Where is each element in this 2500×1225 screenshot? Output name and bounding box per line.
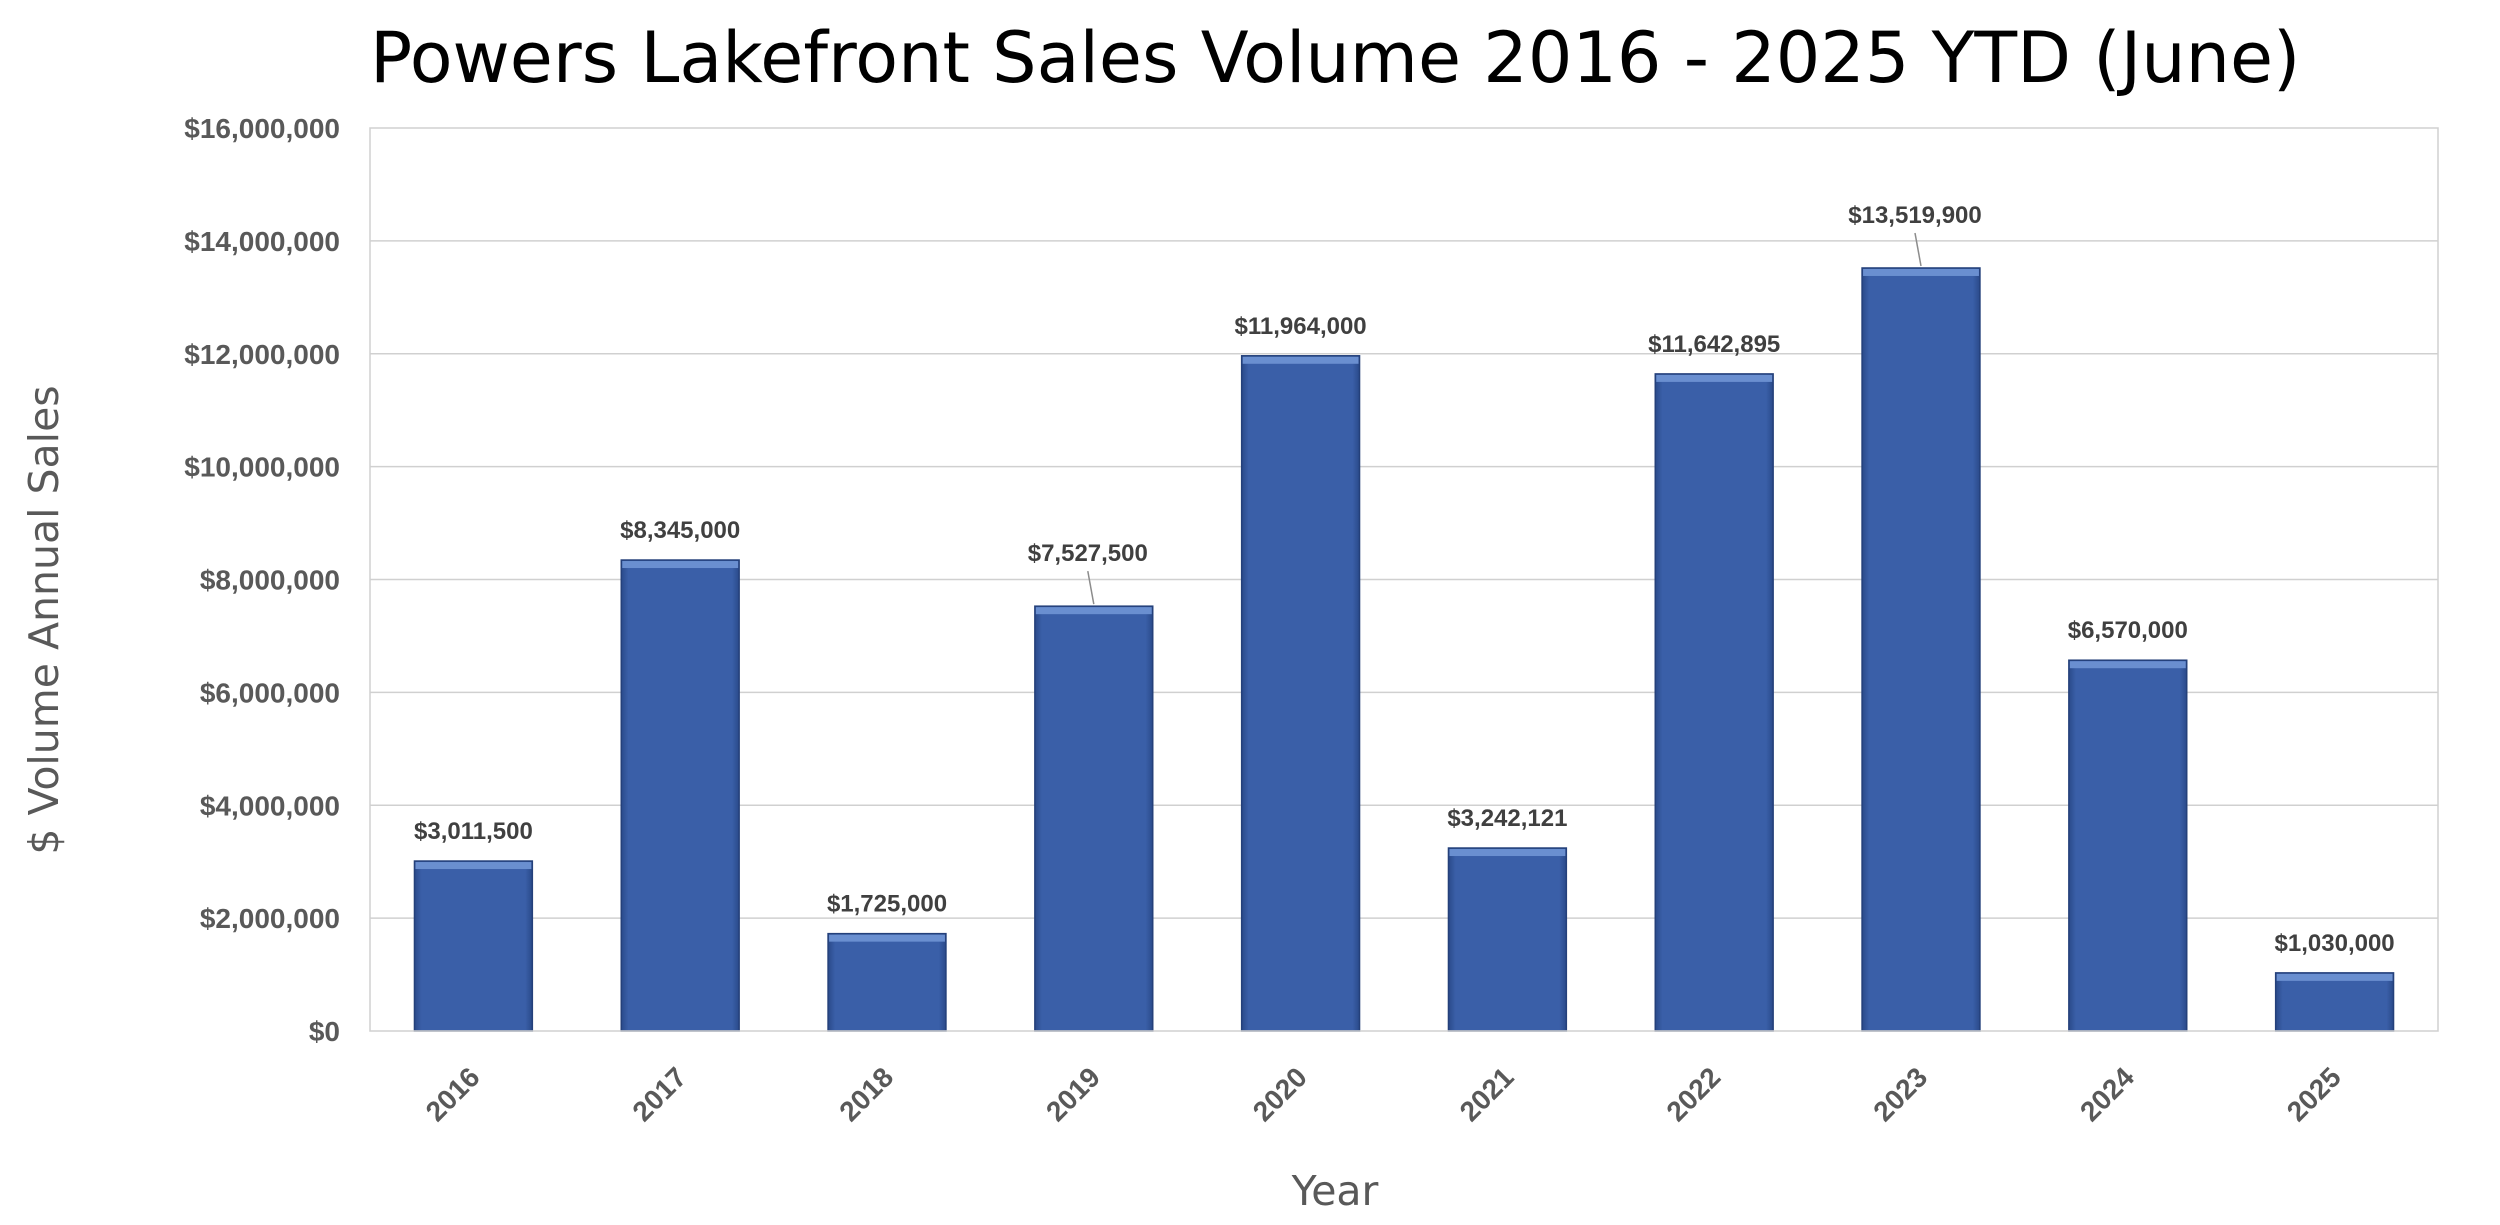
bar-top-bevel bbox=[415, 862, 532, 870]
bar bbox=[2068, 659, 2188, 1032]
bar bbox=[1447, 847, 1568, 1032]
data-label: $6,570,000 bbox=[2068, 617, 2188, 644]
bar bbox=[2274, 972, 2395, 1032]
y-axis-title: $ Volume Annual Sales bbox=[20, 385, 68, 854]
bar bbox=[1034, 605, 1154, 1032]
bar-top-bevel bbox=[1449, 849, 1566, 857]
y-tick-label: $2,000,000 bbox=[200, 903, 340, 934]
bars bbox=[413, 267, 2395, 1032]
bar-top-bevel bbox=[2276, 973, 2393, 981]
y-tick-label: $12,000,000 bbox=[184, 339, 340, 370]
x-tick-label: 2020 bbox=[1247, 1061, 1313, 1127]
data-label: $11,964,000 bbox=[1235, 313, 1367, 340]
data-label: $13,519,900 bbox=[1848, 202, 1981, 229]
y-tick-label: $10,000,000 bbox=[184, 452, 340, 483]
bar-top-bevel bbox=[829, 934, 945, 942]
y-tick-label: $6,000,000 bbox=[200, 677, 340, 708]
x-tick-label: 2019 bbox=[1040, 1061, 1106, 1127]
data-labels: $3,011,500 $8,345,000 $1,725,000 $7,527,500… bbox=[414, 202, 2395, 957]
data-label: $7,527,500 bbox=[1028, 540, 1148, 567]
bar-top-bevel bbox=[1242, 356, 1359, 364]
bar bbox=[1654, 373, 1774, 1032]
bar bbox=[827, 932, 947, 1032]
data-label-leader-line bbox=[1087, 571, 1095, 605]
bar bbox=[620, 559, 740, 1032]
x-tick-label: 2025 bbox=[2281, 1061, 2347, 1127]
plot-area-border bbox=[369, 127, 2439, 1032]
data-label: $11,642,895 bbox=[1648, 331, 1780, 358]
x-axis-ticks: 2016 2017 2018 2019 2020 2021 2022 2023 2024 2025 bbox=[420, 1061, 2347, 1127]
y-tick-label: $14,000,000 bbox=[184, 226, 340, 257]
bar bbox=[413, 860, 534, 1032]
x-tick-label: 2022 bbox=[1660, 1061, 1726, 1127]
x-tick-label: 2021 bbox=[1454, 1061, 1520, 1127]
bar bbox=[1240, 355, 1361, 1032]
data-label: $8,345,000 bbox=[620, 517, 740, 544]
bar-top-bevel bbox=[622, 561, 739, 569]
bar bbox=[1861, 267, 1981, 1032]
y-tick-label: $0 bbox=[309, 1016, 340, 1047]
bar-top-bevel bbox=[1035, 607, 1152, 615]
chart-title: Powers Lakefront Sales Volume 2016 - 202… bbox=[370, 17, 2300, 99]
bar-top-bevel bbox=[2069, 661, 2186, 669]
data-label-leader-line bbox=[1914, 232, 1922, 267]
x-tick-label: 2023 bbox=[1867, 1061, 1933, 1127]
bar-top-bevel bbox=[1656, 374, 1773, 382]
x-tick-label: 2016 bbox=[420, 1061, 486, 1127]
bar-top-bevel bbox=[1863, 268, 1979, 276]
y-axis-ticks: $0 $2,000,000 $4,000,000 $6,000,000 $8,000,0… bbox=[184, 113, 340, 1047]
x-tick-label: 2017 bbox=[626, 1061, 692, 1127]
y-tick-label: $4,000,000 bbox=[200, 790, 340, 821]
y-tick-label: $16,000,000 bbox=[184, 113, 340, 144]
data-label: $3,242,121 bbox=[1447, 805, 1567, 832]
data-label: $1,030,000 bbox=[2275, 930, 2395, 957]
data-label: $1,725,000 bbox=[827, 891, 947, 918]
data-label: $3,011,500 bbox=[414, 818, 533, 845]
y-tick-label: $8,000,000 bbox=[200, 565, 340, 596]
x-axis-title: Year bbox=[1291, 1167, 1379, 1215]
x-tick-label: 2018 bbox=[833, 1061, 899, 1127]
x-tick-label: 2024 bbox=[2074, 1061, 2140, 1127]
